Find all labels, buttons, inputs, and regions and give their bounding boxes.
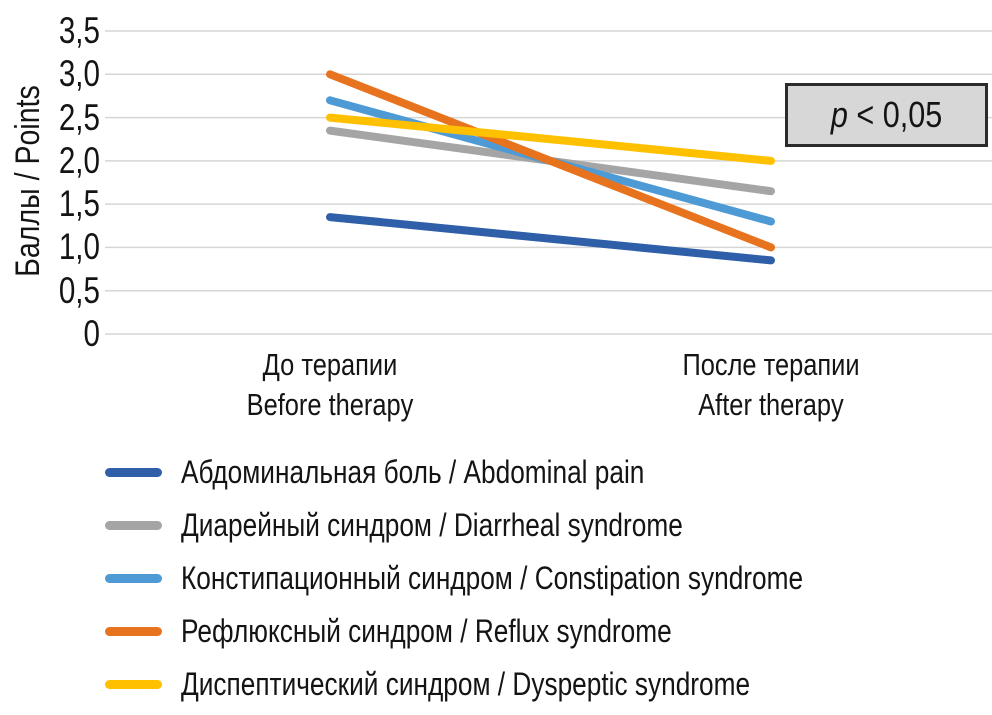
series-line bbox=[326, 70, 775, 252]
legend-item: Абдоминальная боль / Abdominal pain bbox=[105, 446, 985, 499]
legend-label: Абдоминальная боль / Abdominal pain bbox=[181, 454, 645, 490]
legend-label: Диспептический синдром / Dyspeptic syndr… bbox=[181, 666, 751, 702]
legend-item: Рефлюксный синдром / Reflux syndrome bbox=[105, 605, 985, 658]
y-tick-label: 1,5 bbox=[58, 183, 100, 225]
p-value-symbol: p bbox=[830, 94, 848, 135]
legend-swatch bbox=[105, 521, 162, 530]
p-value-box: p < 0,05 bbox=[785, 83, 988, 147]
x-category-label-en: Before therapy bbox=[246, 387, 414, 422]
p-value-text: p < 0,05 bbox=[831, 94, 942, 136]
legend-swatch bbox=[105, 627, 162, 636]
plot-area bbox=[105, 30, 992, 335]
x-category-label-en: After therapy bbox=[698, 387, 844, 422]
legend-swatch bbox=[105, 468, 162, 477]
series-line bbox=[326, 113, 775, 165]
y-tick-label: 2,0 bbox=[58, 139, 100, 181]
legend-swatch bbox=[105, 680, 162, 689]
y-tick-label: 3,5 bbox=[58, 10, 100, 51]
p-value-comparison: < 0,05 bbox=[847, 94, 943, 135]
y-tick-label: 0 bbox=[83, 313, 100, 354]
y-tick-label: 0,5 bbox=[58, 269, 100, 311]
x-category-label-ru: До терапии bbox=[262, 347, 398, 382]
legend-item: Диарейный синдром / Diarrheal syndrome bbox=[105, 499, 985, 552]
x-category-label: После терапии After therapy bbox=[632, 345, 911, 425]
x-category-label: До терапии Before therapy bbox=[191, 345, 470, 425]
series-line bbox=[326, 213, 775, 265]
legend-swatch bbox=[105, 574, 162, 583]
legend-label: Рефлюксный синдром / Reflux syndrome bbox=[181, 613, 672, 649]
x-category-label-ru: После терапии bbox=[682, 347, 860, 382]
y-tick-label: 1,0 bbox=[58, 226, 100, 268]
legend-label: Диарейный синдром / Diarrheal syndrome bbox=[181, 507, 683, 543]
legend-label: Констипационный синдром / Constipation s… bbox=[181, 560, 804, 596]
legend-item: Диспептический синдром / Dyspeptic syndr… bbox=[105, 658, 985, 711]
legend-item: Констипационный синдром / Constipation s… bbox=[105, 552, 985, 605]
y-tick-label: 3,0 bbox=[58, 53, 100, 95]
y-tick-label: 2,5 bbox=[58, 96, 100, 138]
chart-legend: Абдоминальная боль / Abdominal pain Диаре… bbox=[105, 446, 985, 711]
